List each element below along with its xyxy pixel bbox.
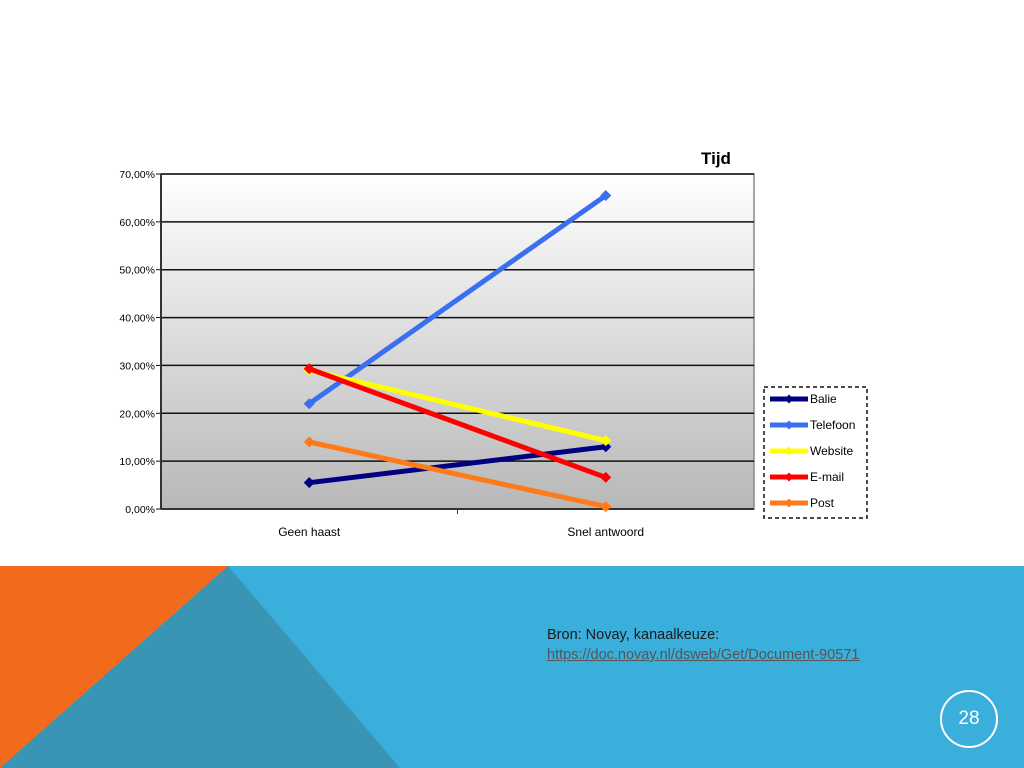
series-post — [303, 436, 612, 513]
legend-marker — [784, 472, 794, 482]
legend-item: Website — [770, 444, 853, 458]
y-tick-label: 0,00% — [125, 504, 155, 516]
data-point — [303, 436, 315, 448]
series-e-mail — [303, 363, 612, 483]
data-point — [303, 477, 315, 489]
legend-label: E-mail — [810, 470, 844, 484]
footer-orange-triangle — [0, 566, 228, 768]
source-label: Bron: Novay, kanaalkeuze: — [547, 627, 720, 643]
legend-marker — [784, 420, 794, 430]
series-balie — [303, 441, 612, 489]
data-point — [303, 363, 315, 375]
series-telefoon — [303, 190, 612, 410]
footer-dark-triangle — [0, 566, 400, 768]
page-number: 28 — [940, 690, 998, 748]
x-tick-label: Snel antwoord — [567, 525, 644, 539]
y-tick-label: 50,00% — [119, 265, 155, 277]
legend-label: Post — [810, 496, 835, 510]
x-axis: Geen haast Snel antwoord — [160, 174, 754, 539]
legend: Balie Telefoon Website E-mail Post — [763, 386, 868, 519]
series-layer — [303, 190, 612, 513]
legend-marker — [784, 498, 794, 508]
y-tick-label: 20,00% — [119, 408, 155, 420]
legend-item: Telefoon — [770, 418, 855, 432]
legend-label: Telefoon — [810, 418, 855, 432]
series-line — [306, 367, 609, 444]
data-point — [600, 441, 612, 453]
plot-area — [160, 173, 755, 510]
data-point — [600, 501, 612, 513]
footer-decoration — [0, 566, 400, 768]
legend-item: E-mail — [770, 470, 844, 484]
data-point — [303, 398, 315, 410]
legend-item: Balie — [770, 392, 837, 406]
data-point — [600, 435, 612, 447]
legend-item: Post — [770, 496, 835, 510]
y-tick-label: 40,00% — [119, 313, 155, 325]
x-tick-label: Geen haast — [278, 525, 341, 539]
y-tick-label: 60,00% — [119, 217, 155, 229]
series-line — [306, 444, 609, 486]
legend-marker — [784, 394, 794, 404]
y-axis-ticks: 0,00% 10,00% 20,00% 30,00% 40,00% 50,00% 60,00… — [119, 169, 161, 516]
legend-label: Balie — [810, 392, 837, 406]
source-citation: Bron: Novay, kanaalkeuze: https://doc.no… — [547, 625, 877, 665]
y-tick-label: 10,00% — [119, 456, 155, 468]
source-link[interactable]: https://doc.novay.nl/dsweb/Get/Document-… — [547, 647, 860, 663]
series-line — [306, 366, 609, 480]
series-line — [306, 193, 609, 407]
series-line — [306, 439, 609, 510]
chart-title: Tijd — [701, 149, 731, 168]
data-point — [600, 190, 612, 202]
y-tick-label: 70,00% — [119, 169, 155, 181]
y-tick-label: 30,00% — [119, 360, 155, 372]
data-point — [600, 471, 612, 483]
legend-marker — [784, 446, 794, 456]
legend-label: Website — [810, 444, 853, 458]
